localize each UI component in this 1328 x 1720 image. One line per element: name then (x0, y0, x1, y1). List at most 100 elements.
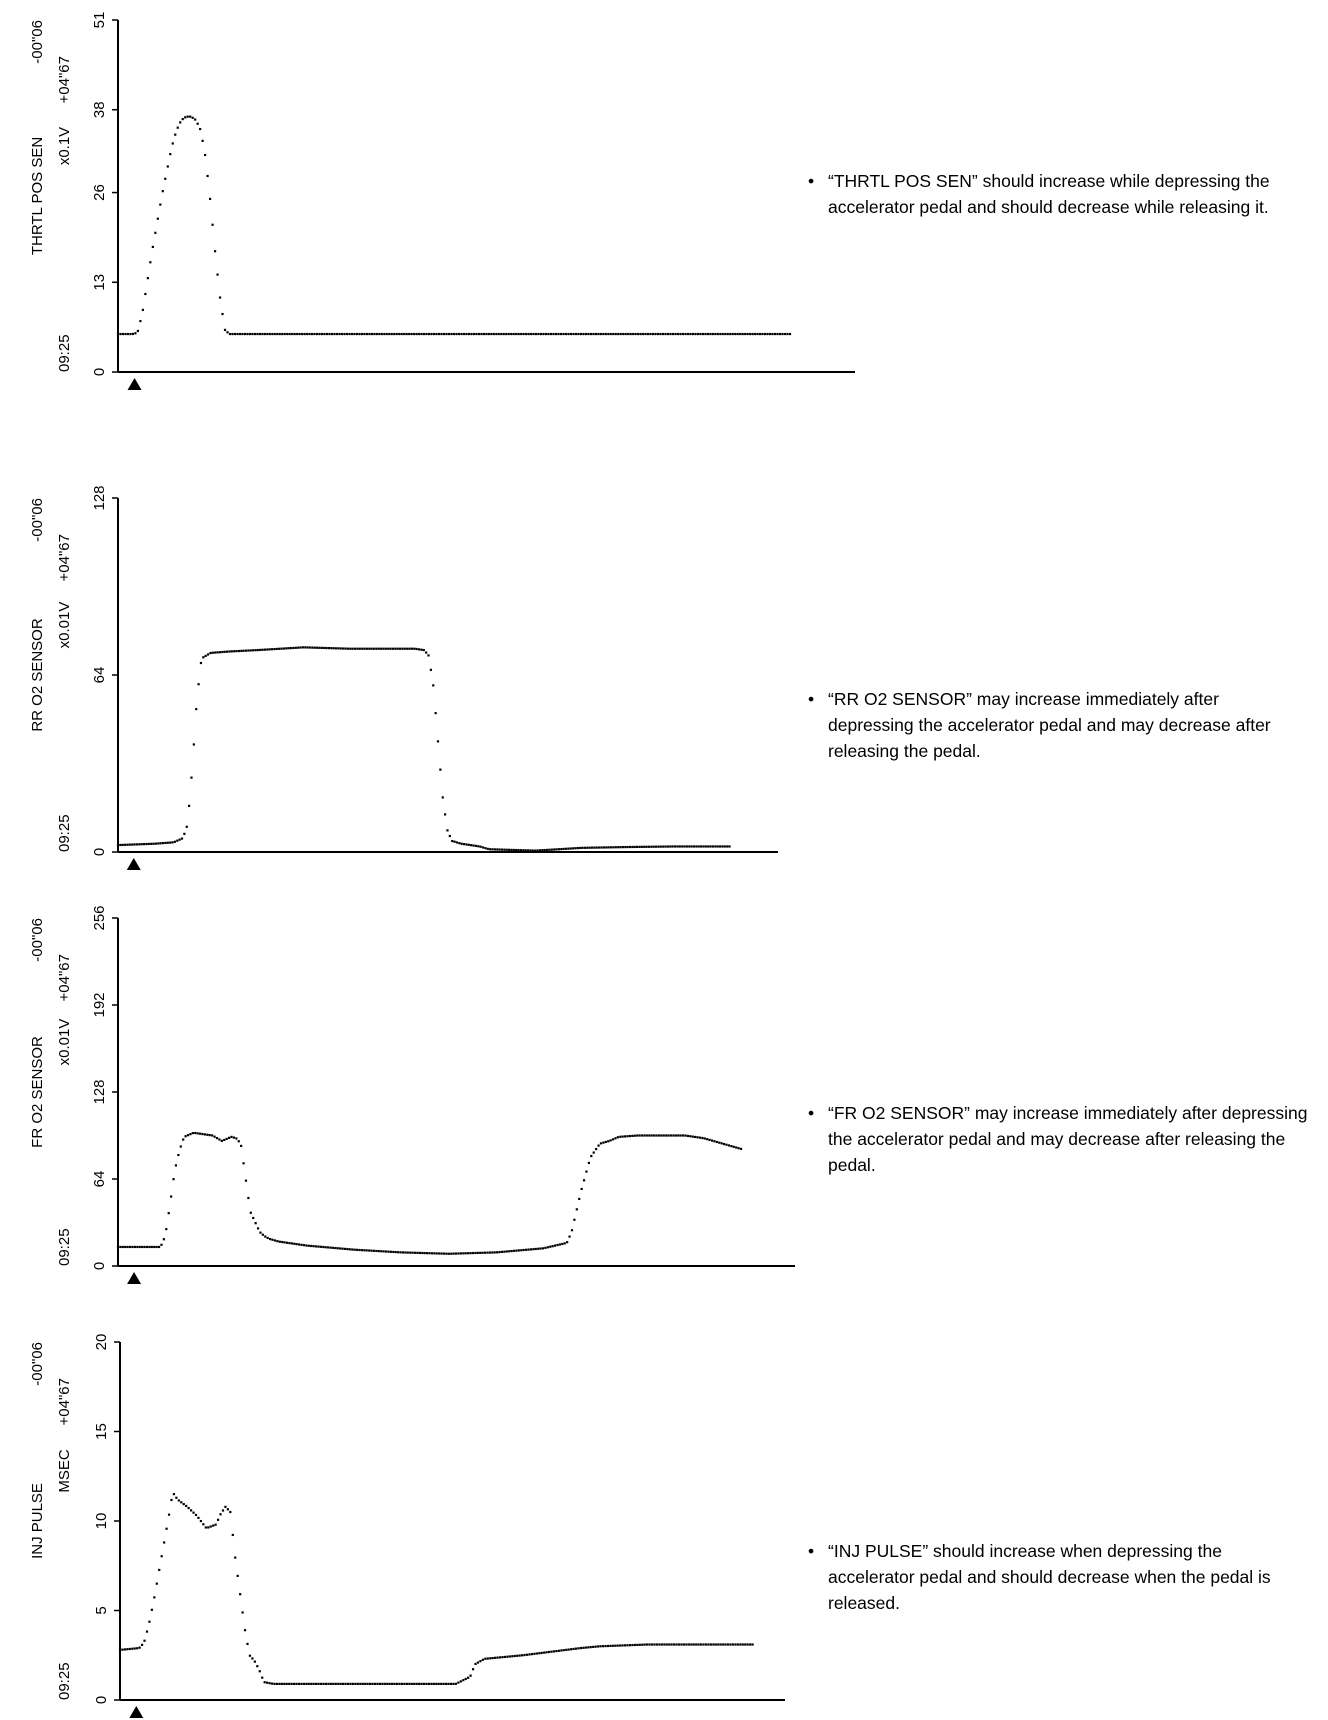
data-point (481, 1658, 484, 1661)
data-point (410, 647, 414, 650)
data-point (688, 845, 691, 848)
data-point (206, 653, 210, 656)
data-point (302, 1244, 306, 1247)
data-point (532, 1248, 535, 1251)
data-point (335, 332, 339, 336)
data-point (590, 846, 594, 849)
data-point (209, 1525, 212, 1528)
data-point (560, 1649, 563, 1652)
data-point (186, 1134, 190, 1137)
data-point (292, 646, 295, 650)
data-point (599, 1142, 603, 1145)
data-point (684, 1134, 687, 1137)
data-point (319, 1245, 322, 1248)
data-point (563, 1242, 566, 1245)
data-point (413, 332, 416, 336)
data-point (484, 847, 487, 850)
data-point (452, 1682, 455, 1685)
data-point (579, 846, 582, 850)
data-point (288, 1241, 291, 1245)
data-point (457, 1681, 460, 1684)
data-point (442, 1252, 446, 1255)
data-point (711, 332, 714, 336)
data-point (365, 1249, 368, 1252)
data-point (707, 1643, 710, 1646)
data-point (283, 1241, 286, 1244)
data-point (673, 1643, 676, 1646)
data-point (325, 646, 328, 650)
data-point (427, 654, 430, 657)
data-point (386, 1682, 389, 1685)
data-point (650, 1643, 654, 1646)
data-point (153, 1596, 156, 1599)
data-point (729, 1643, 732, 1646)
data-point (704, 332, 707, 336)
data-point (728, 845, 731, 848)
data-point (660, 1643, 663, 1646)
data-point (664, 332, 667, 336)
data-point (687, 1643, 690, 1646)
trigger-marker-icon (127, 1272, 142, 1284)
data-point (439, 768, 442, 771)
data-point (126, 843, 129, 846)
data-point (650, 845, 653, 848)
data-point (642, 332, 645, 336)
data-point (717, 1643, 720, 1646)
data-point (731, 332, 734, 336)
data-point (465, 843, 468, 846)
data-point (148, 1620, 151, 1623)
data-point (754, 332, 757, 336)
data-point (177, 1153, 180, 1157)
data-point (686, 1134, 689, 1138)
data-point (460, 842, 463, 845)
data-point (415, 332, 418, 336)
data-point (323, 332, 326, 336)
data-point (493, 848, 496, 851)
data-point (557, 1649, 560, 1652)
data-point (679, 332, 682, 336)
data-point (552, 332, 555, 336)
data-point (430, 1252, 434, 1255)
y-tick-label: 192 (91, 992, 108, 1017)
data-point (364, 1682, 367, 1685)
data-point (602, 1141, 605, 1144)
data-point (512, 848, 515, 852)
data-point (140, 843, 143, 846)
data-point (498, 1250, 501, 1254)
data-point (609, 1139, 612, 1142)
data-point (204, 654, 207, 657)
data-point (460, 332, 463, 336)
data-point (616, 1136, 619, 1139)
data-point (607, 846, 610, 849)
data-point (474, 844, 478, 848)
data-point (462, 1679, 465, 1682)
data-point (194, 1513, 198, 1517)
data-point (540, 332, 543, 336)
data-point (368, 1249, 371, 1252)
y-tick-label: 20 (93, 1334, 110, 1351)
data-point (573, 1218, 576, 1221)
data-point (624, 1135, 627, 1138)
data-point (400, 1682, 404, 1685)
data-point (599, 332, 602, 336)
data-point (632, 332, 635, 336)
data-point (597, 1144, 600, 1147)
data-point (451, 839, 454, 843)
data-point (440, 332, 443, 336)
data-point (565, 1648, 568, 1651)
data-point (182, 1138, 185, 1141)
data-point (448, 834, 451, 838)
data-point (523, 1653, 526, 1657)
data-point (268, 332, 271, 336)
data-point (187, 1506, 190, 1510)
data-point (350, 332, 354, 336)
data-point (567, 847, 570, 850)
data-point (268, 1682, 271, 1685)
data-point (161, 842, 165, 845)
data-point (155, 1582, 158, 1585)
data-point (778, 332, 782, 336)
data-point (233, 332, 237, 336)
parameter-label: RR O2 SENSOR (29, 618, 46, 732)
data-point (723, 845, 726, 848)
data-point (331, 1246, 335, 1249)
